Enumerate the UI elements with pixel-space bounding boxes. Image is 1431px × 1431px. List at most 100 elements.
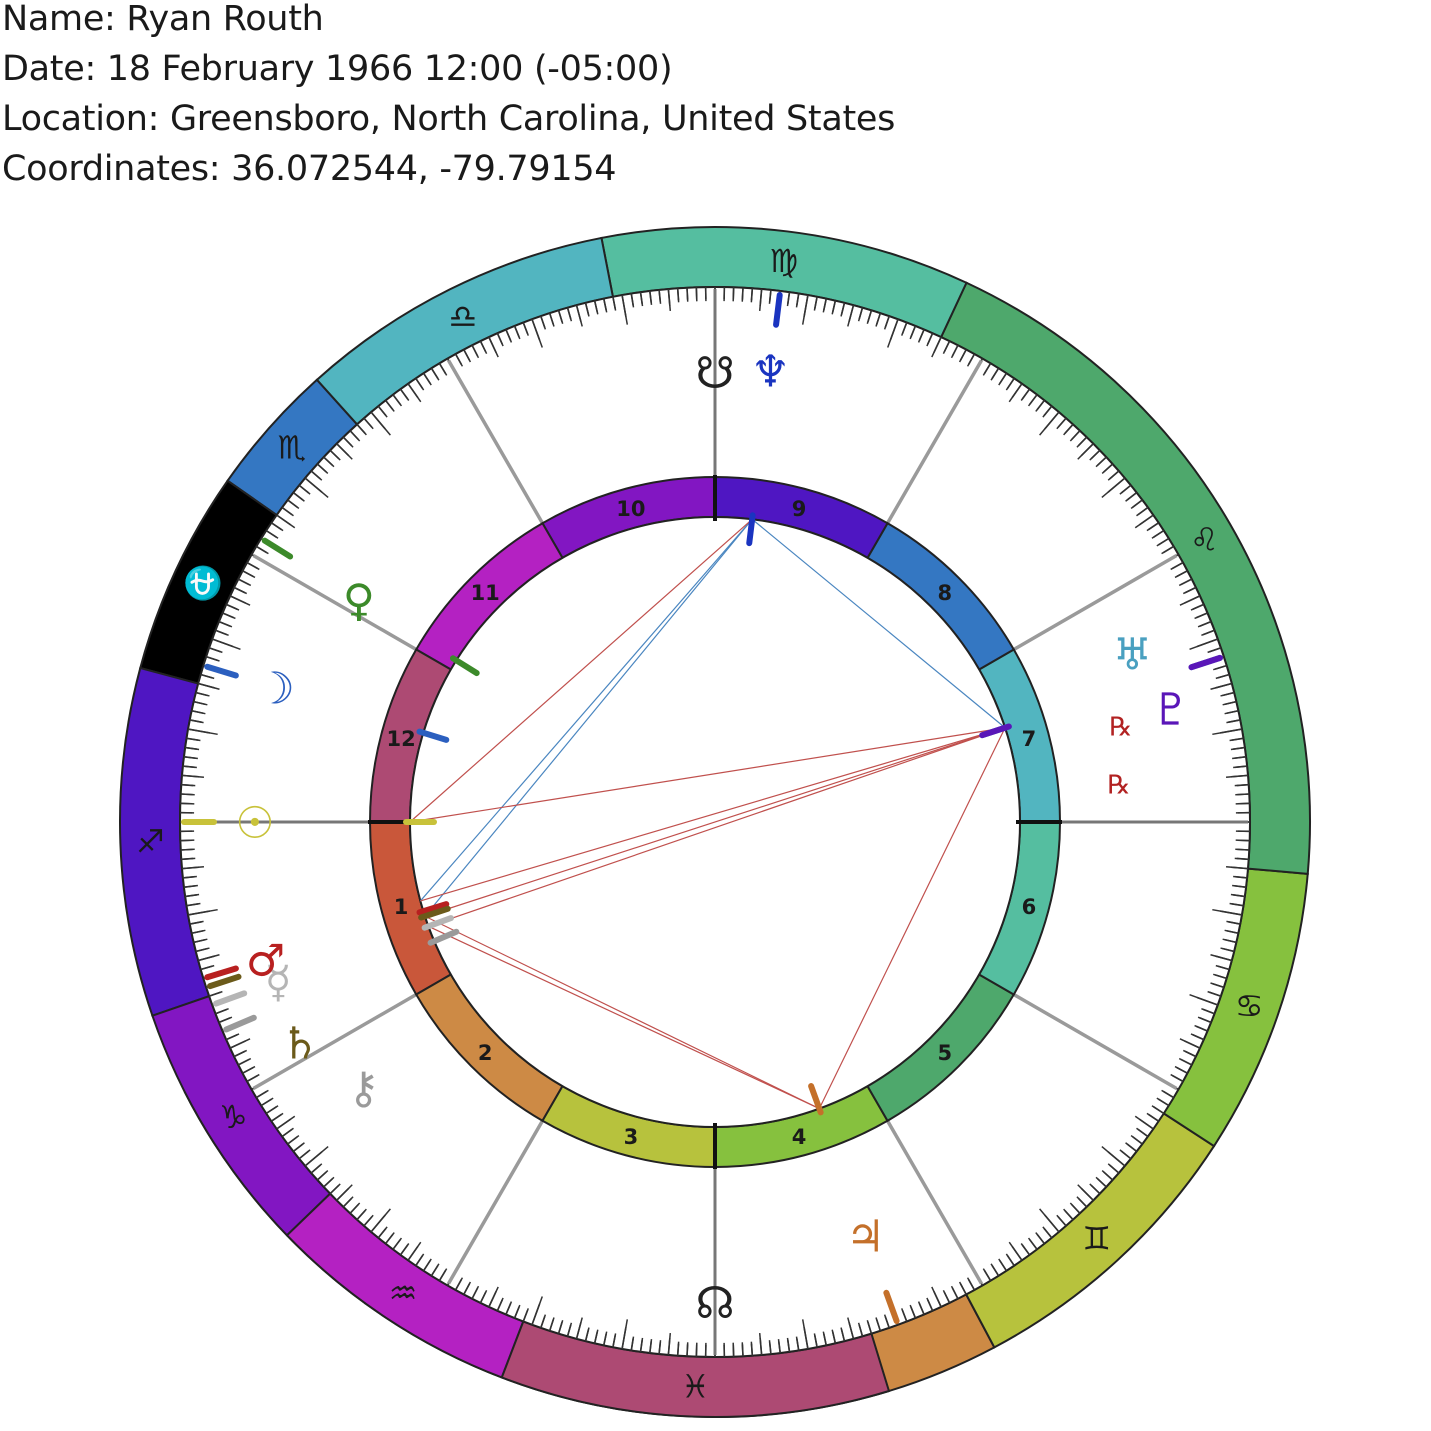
degree-tick (1210, 682, 1232, 690)
degree-tick (385, 1232, 395, 1245)
degree-tick (191, 710, 206, 715)
saturn-icon: ♄ (280, 1019, 319, 1070)
degree-tick (801, 294, 809, 325)
degree-tick (505, 1301, 513, 1315)
degree-tick (1229, 902, 1244, 907)
degree-tick (1136, 1127, 1149, 1138)
degree-tick (479, 340, 488, 355)
degree-tick (686, 287, 689, 302)
degree-tick (1089, 1183, 1101, 1195)
degree-tick (1130, 499, 1143, 510)
degree-tick (454, 353, 464, 367)
degree-tick (186, 902, 201, 907)
degree-tick (1232, 884, 1247, 888)
degree-tick (958, 349, 967, 363)
degree-tick (931, 336, 942, 358)
degree-tick (1234, 857, 1249, 861)
house-cusp-line (252, 992, 418, 1091)
pisces-sign-icon: ♓ (681, 1368, 710, 1406)
degree-tick (304, 1146, 329, 1167)
degree-tick (1069, 1202, 1081, 1214)
degree-tick (950, 1285, 959, 1300)
degree-tick (813, 296, 818, 311)
degree-tick (505, 329, 513, 343)
degree-tick (522, 1308, 529, 1322)
degree-tick (998, 1258, 1008, 1272)
degree-tick (180, 793, 195, 796)
degree-tick (612, 296, 617, 311)
degree-tick (370, 1208, 391, 1233)
north-node-icon: ☊ (695, 1278, 734, 1329)
degree-tick (1233, 875, 1248, 879)
degree-tick (840, 302, 846, 317)
degree-tick (1005, 378, 1015, 391)
degree-tick (454, 1277, 464, 1291)
degree-tick (887, 319, 899, 348)
degree-tick (883, 315, 890, 330)
degree-tick (822, 1331, 827, 1346)
degree-tick (208, 990, 223, 997)
degree-tick (1174, 570, 1188, 579)
degree-tick (857, 1322, 864, 1337)
degree-tick (658, 289, 662, 304)
degree-tick (242, 1065, 256, 1074)
degree-tick (363, 417, 374, 430)
house-number: 10 (616, 497, 645, 521)
moon-outer-marker (204, 663, 239, 679)
degree-tick (584, 302, 590, 317)
degree-tick (198, 682, 220, 690)
degree-tick (875, 1317, 882, 1332)
aspect-line (420, 727, 1006, 902)
venus-inner-marker (449, 655, 480, 677)
aspect-line (409, 518, 753, 823)
moon-inner-marker (416, 728, 450, 743)
chiron-inner-marker (427, 928, 460, 946)
degree-tick (287, 1134, 300, 1145)
degree-tick (857, 307, 864, 322)
degree-tick (181, 783, 196, 787)
degree-tick (1151, 1105, 1165, 1115)
degree-tick (1035, 1232, 1045, 1245)
degree-tick (1212, 908, 1243, 916)
house-number: 9 (792, 497, 807, 521)
pluto-icon: ♇ (1151, 684, 1190, 735)
degree-tick (218, 620, 233, 628)
house-number: 6 (1022, 895, 1037, 919)
neptune-outer-marker (773, 291, 783, 328)
degree-tick (349, 430, 361, 442)
degree-tick (422, 372, 432, 386)
degree-tick (603, 1331, 608, 1346)
degree-tick (336, 1184, 353, 1201)
degree-tick (942, 340, 951, 355)
degree-tick (649, 1339, 653, 1354)
degree-tick (1095, 456, 1107, 468)
house-cusp-line (446, 1119, 545, 1285)
degree-tick (1076, 436, 1088, 448)
degree-tick (1027, 1237, 1038, 1250)
degree-tick (575, 1317, 583, 1339)
uranus-retrograde-label: ℞ (1109, 713, 1132, 743)
degree-tick (1232, 756, 1247, 760)
degree-tick (1077, 443, 1094, 460)
degree-tick (256, 1089, 269, 1099)
degree-tick (281, 506, 294, 517)
degree-tick (1215, 673, 1230, 680)
aspect-line (424, 727, 1006, 917)
degree-tick (1233, 765, 1248, 769)
jupiter-inner-marker (808, 1083, 824, 1116)
degree-tick (323, 1176, 335, 1188)
degree-tick (768, 289, 772, 304)
degree-tick (1190, 1033, 1205, 1041)
degree-tick (281, 1127, 294, 1138)
aspect-line (818, 727, 1006, 1109)
degree-tick (621, 1319, 629, 1350)
degree-tick (603, 298, 608, 313)
degree-tick (875, 312, 882, 327)
degree-tick (639, 1337, 644, 1352)
degree-tick (1119, 1149, 1132, 1160)
degree-tick (1194, 1024, 1208, 1032)
degree-tick (1212, 728, 1243, 736)
house-cusp-line (885, 1119, 984, 1285)
degree-tick (1182, 1049, 1197, 1058)
degree-tick (182, 765, 197, 769)
